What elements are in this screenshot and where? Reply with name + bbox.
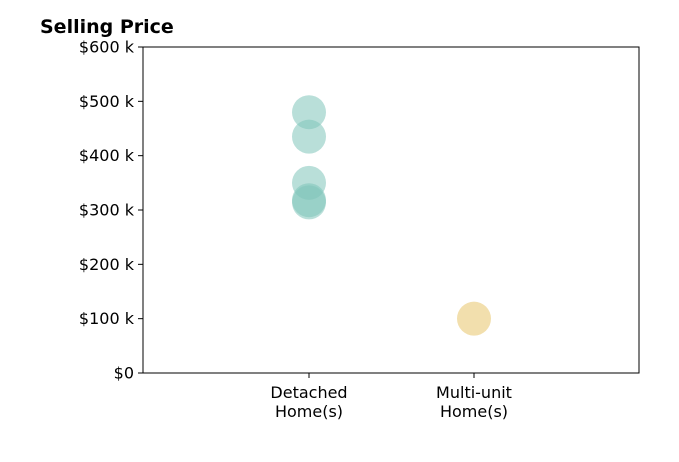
chart-title: Selling Price (40, 16, 174, 38)
y-tick-label: $100 k (79, 309, 135, 328)
data-point (292, 119, 326, 154)
x-axis: Detached Home(s) Multi-unit Home(s) (270, 373, 512, 421)
x-tick-label: Detached Home(s) (270, 383, 347, 421)
plot-area-frame (142, 46, 640, 374)
y-tick-label: $300 k (79, 201, 135, 220)
data-point (457, 301, 491, 336)
y-tick-label: $400 k (79, 146, 135, 165)
data-point (292, 185, 326, 220)
y-tick-label: $600 k (79, 38, 135, 57)
y-tick-label: $200 k (79, 255, 135, 274)
x-tick-label: Multi-unit Home(s) (436, 383, 512, 421)
y-axis: $0 $100 k $200 k $300 k $400 k $500 k $600 k (79, 38, 143, 383)
marks-layer (292, 95, 491, 336)
data-point (292, 95, 326, 130)
y-tick-label: $0 (114, 364, 134, 383)
y-tick-label: $500 k (79, 92, 135, 111)
